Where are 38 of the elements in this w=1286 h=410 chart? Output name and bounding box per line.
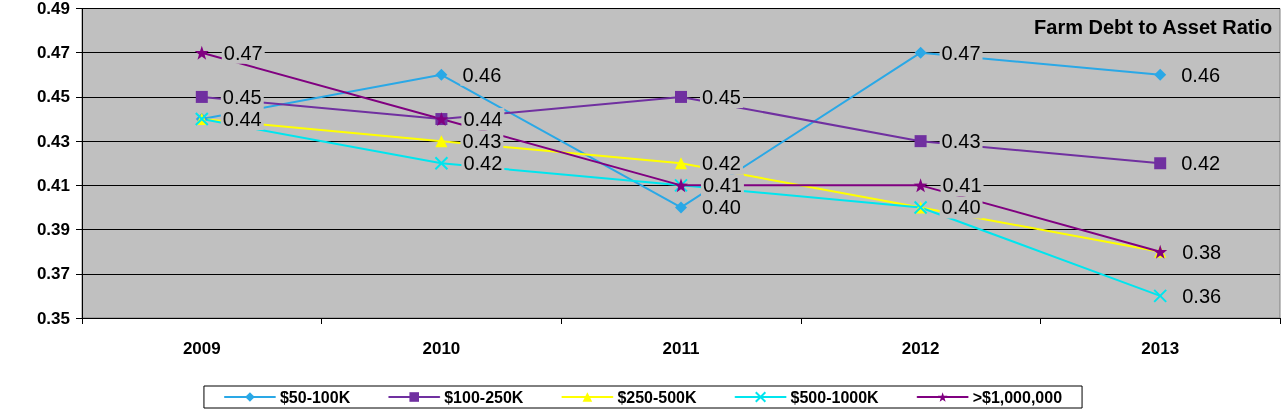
- data-label: 0.41: [703, 174, 742, 197]
- chart-title: Farm Debt to Asset Ratio: [1034, 16, 1273, 38]
- x-tick-label: 2009: [182, 339, 221, 358]
- y-tick-label: 0.35: [36, 308, 70, 328]
- data-label: 0.44: [222, 108, 262, 131]
- x-tick-label: 2011: [662, 339, 700, 358]
- x-tick-label: 2010: [422, 339, 461, 358]
- data-label: 0.40: [941, 196, 981, 219]
- data-label: 0.40: [702, 196, 741, 219]
- y-tick-label: 0.37: [36, 264, 70, 284]
- data-label: 0.36: [1182, 284, 1222, 307]
- data-label: 0.44: [463, 108, 503, 131]
- data-label: 0.42: [702, 152, 741, 175]
- data-label: 0.43: [462, 130, 502, 153]
- data-label: 0.46: [1181, 63, 1221, 86]
- data-label: 0.45: [702, 85, 741, 108]
- legend-label: $500-1000K: [790, 388, 880, 406]
- legend-label: >$1,000,000: [972, 388, 1063, 406]
- data-label: 0.43: [941, 130, 981, 153]
- legend-label: $250-500K: [617, 388, 698, 406]
- y-tick-label: 0.49: [36, 0, 70, 18]
- data-label: 0.47: [941, 41, 981, 64]
- legend-label: $100-250K: [444, 388, 524, 406]
- x-tick-label: 2013: [1141, 339, 1180, 358]
- data-label: 0.41: [942, 174, 982, 197]
- data-label: 0.42: [1181, 152, 1221, 175]
- data-label: 0.38: [1182, 240, 1222, 263]
- y-tick-label: 0.41: [36, 175, 70, 195]
- x-tick-label: 2012: [901, 339, 940, 358]
- data-label: 0.45: [222, 85, 262, 108]
- data-label: 0.42: [463, 152, 503, 175]
- data-label: 0.46: [462, 63, 502, 86]
- data-label: 0.47: [223, 41, 263, 64]
- y-tick-label: 0.43: [36, 131, 70, 151]
- y-tick-label: 0.47: [36, 43, 70, 63]
- legend-label: $50-100K: [279, 388, 351, 406]
- y-tick-label: 0.45: [36, 87, 70, 107]
- y-tick-label: 0.39: [36, 220, 70, 240]
